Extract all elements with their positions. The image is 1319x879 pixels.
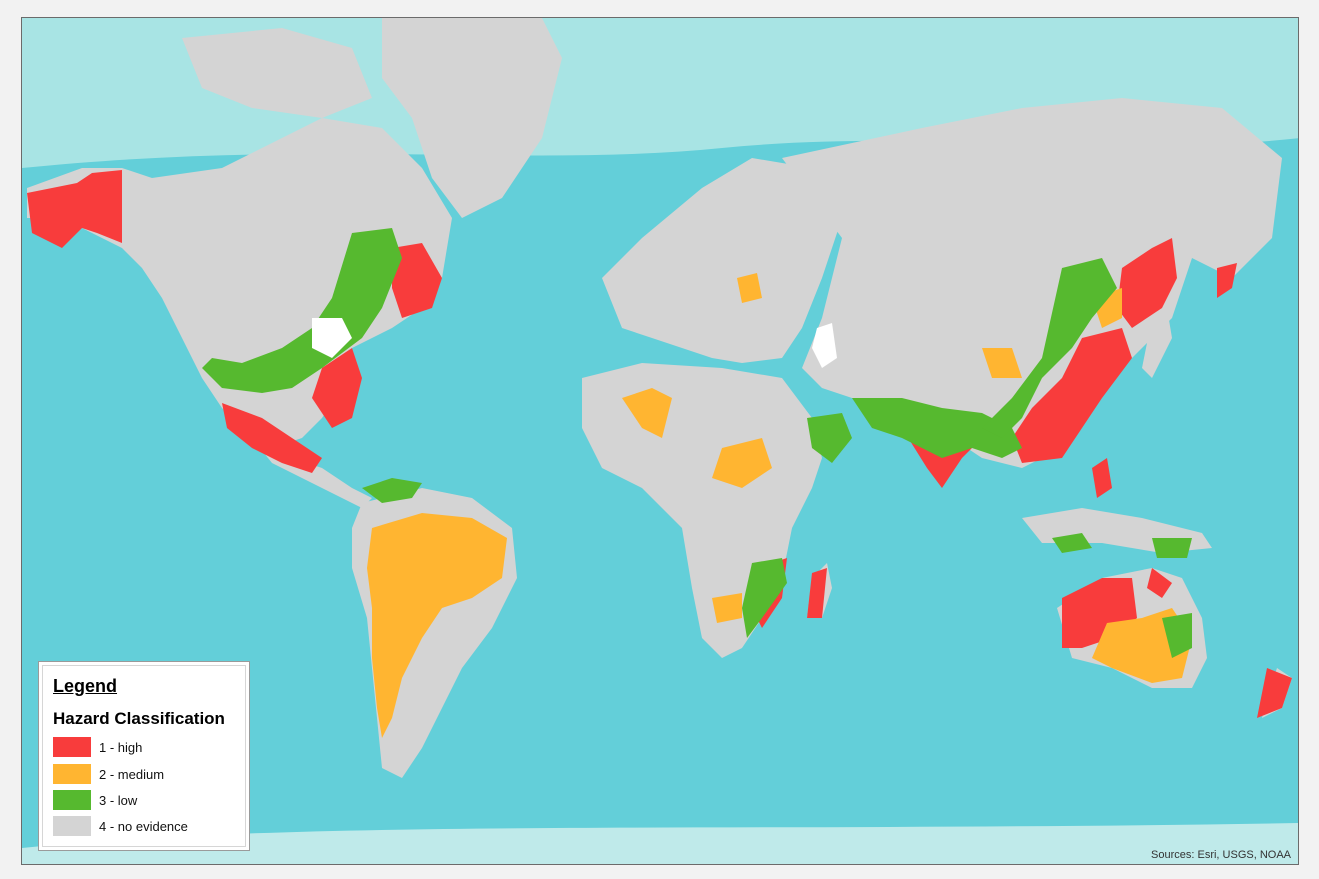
hazard-high-regions	[27, 170, 1292, 718]
land-arctic-islands	[182, 28, 372, 118]
legend-item-medium: 2 - medium	[53, 764, 164, 784]
legend-item-low: 3 - low	[53, 790, 137, 810]
legend-label-no-evidence: 4 - no evidence	[99, 818, 188, 834]
legend-item-no-evidence: 4 - no evidence	[53, 816, 188, 836]
legend-swatch-high	[53, 737, 91, 757]
legend-label-high: 1 - high	[99, 739, 143, 755]
land-greenland	[382, 18, 562, 218]
lakes	[312, 318, 837, 368]
land-japan	[1142, 308, 1172, 378]
legend-label-low: 3 - low	[99, 792, 138, 808]
legend-swatch-medium	[53, 764, 91, 784]
legend-swatch-low	[53, 790, 91, 810]
legend-panel: Legend Hazard Classification 1 - high 2 …	[38, 661, 250, 851]
legend-item-high: 1 - high	[53, 737, 142, 757]
legend-swatch-no-evidence	[53, 816, 91, 836]
land-europe	[602, 158, 842, 363]
legend-inner-border	[42, 665, 246, 847]
legend-label-medium: 2 - medium	[99, 766, 165, 782]
antarctic-shelf	[22, 823, 1298, 864]
legend-subtitle: Hazard Classification	[53, 709, 225, 728]
hazard-low-regions	[202, 228, 1192, 658]
map-attribution: Sources: Esri, USGS, NOAA	[1151, 849, 1291, 861]
legend-title: Legend	[53, 676, 118, 696]
land-asia	[782, 98, 1282, 468]
